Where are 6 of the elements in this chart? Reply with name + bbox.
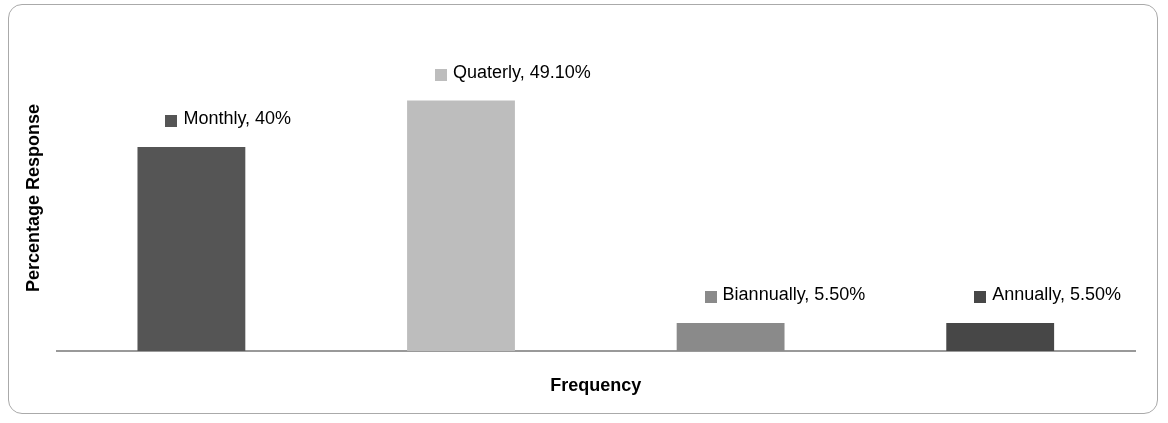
y-axis-title: Percentage Response — [22, 103, 43, 293]
x-axis-title: Frequency — [550, 375, 642, 396]
data-label: Annually, 5.50% — [992, 283, 1121, 304]
data-label: Monthly, 40% — [183, 107, 292, 128]
data-label: Quaterly, 49.10% — [453, 61, 591, 82]
data-label: Biannually, 5.50% — [722, 283, 866, 304]
